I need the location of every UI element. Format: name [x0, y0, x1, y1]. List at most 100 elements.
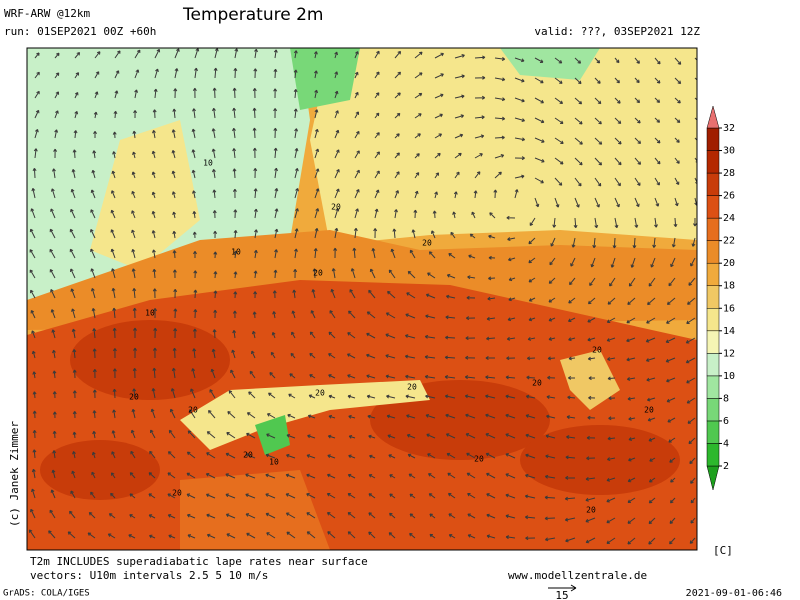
wind-arrow — [152, 268, 157, 279]
wind-arrow — [646, 317, 656, 324]
wind-arrow — [110, 229, 116, 239]
wind-arrow — [547, 356, 556, 361]
wind-arrow — [669, 457, 676, 463]
british-isles — [90, 120, 200, 270]
wind-arrow — [366, 394, 376, 399]
wind-arrow — [307, 414, 316, 419]
wind-arrow — [172, 108, 177, 119]
wind-arrow — [114, 70, 120, 79]
colorbar-unit: [C] — [713, 544, 733, 557]
wind-arrow — [648, 477, 656, 483]
wind-arrow — [228, 390, 236, 399]
wind-arrow — [573, 217, 578, 229]
wind-arrow — [425, 394, 436, 399]
wind-arrow — [209, 389, 216, 399]
hot-patch — [40, 440, 160, 500]
wind-arrow — [225, 452, 236, 459]
contour-label: 20 — [422, 239, 432, 248]
colorbar-tick-label: 26 — [723, 191, 735, 202]
wind-arrow — [424, 374, 436, 379]
wind-arrow — [245, 473, 256, 479]
wind-arrow — [694, 97, 697, 101]
wind-arrow — [191, 368, 196, 379]
wind-arrow — [428, 473, 436, 479]
wind-arrow — [424, 355, 436, 359]
wind-arrow — [429, 533, 436, 539]
wind-arrow — [505, 433, 516, 439]
wind-arrow — [233, 67, 238, 79]
wind-arrow — [186, 451, 196, 459]
wind-arrow — [528, 237, 536, 245]
wind-arrow — [574, 57, 582, 64]
wind-arrow — [454, 53, 465, 59]
wind-arrow — [545, 454, 556, 459]
wind-arrow — [53, 148, 58, 159]
wind-arrow — [326, 493, 336, 499]
wind-arrow — [493, 189, 498, 199]
wind-arrow — [232, 87, 237, 99]
wind-arrow — [454, 74, 465, 79]
wind-arrow — [389, 512, 396, 519]
wind-arrow — [131, 248, 136, 259]
wind-arrow — [368, 531, 376, 539]
wind-arrow — [187, 534, 196, 539]
wind-arrow — [309, 352, 316, 359]
wind-arrow — [70, 208, 76, 219]
wind-arrow — [545, 537, 556, 542]
wind-arrow — [454, 94, 465, 99]
wind-arrow — [150, 429, 156, 439]
wind-arrow — [529, 217, 536, 226]
wind-arrow — [70, 288, 76, 299]
wind-arrow — [193, 309, 198, 319]
wind-arrow — [430, 230, 436, 239]
wind-arrow — [293, 269, 298, 279]
wind-arrow — [445, 315, 456, 320]
wind-arrow — [486, 336, 496, 341]
wind-arrow — [134, 69, 140, 79]
wind-arrow — [428, 251, 436, 259]
wind-arrow — [527, 337, 536, 341]
wind-arrow — [131, 229, 136, 239]
wind-arrow — [445, 335, 456, 340]
wind-arrow — [454, 171, 460, 179]
colorbar-band — [706, 330, 720, 354]
colorbar-band — [706, 420, 720, 444]
wind-arrow — [265, 493, 276, 499]
wind-arrow — [454, 152, 462, 159]
wind-arrow — [310, 310, 316, 319]
wind-arrow — [128, 534, 136, 539]
wind-arrow — [347, 493, 356, 499]
wind-arrow — [354, 189, 360, 199]
wind-arrow — [414, 172, 420, 179]
wind-arrow — [388, 532, 396, 539]
wind-arrow — [169, 408, 176, 419]
wind-arrow — [514, 156, 525, 161]
wind-arrow — [434, 52, 444, 59]
wind-arrow — [670, 477, 676, 483]
wind-arrow — [254, 48, 258, 59]
wind-arrow — [294, 248, 298, 259]
wind-arrow — [354, 91, 359, 99]
wind-arrow — [72, 390, 77, 399]
note: T2m INCLUDES superadiabatic lape rates n… — [30, 555, 368, 568]
wind-arrow — [687, 297, 696, 305]
colorbar-tick-label: 16 — [723, 303, 735, 314]
wind-arrow — [306, 493, 316, 499]
wind-arrow — [192, 328, 197, 339]
wind-arrow — [290, 352, 296, 359]
wind-arrow — [689, 537, 696, 544]
wind-arrow — [266, 532, 276, 539]
wind-arrow — [646, 377, 656, 382]
wind-arrow — [294, 188, 299, 199]
wind-arrow — [607, 457, 616, 462]
wind-arrow — [274, 167, 279, 179]
wind-arrow — [212, 87, 217, 99]
wind-arrow — [367, 414, 376, 419]
wind-arrow — [508, 277, 516, 282]
wind-arrow — [112, 368, 117, 379]
wind-arrow — [528, 317, 536, 322]
wind-arrow — [172, 211, 177, 219]
wind-arrow — [634, 197, 640, 208]
wind-arrow — [607, 357, 616, 361]
wind-arrow — [606, 337, 616, 342]
